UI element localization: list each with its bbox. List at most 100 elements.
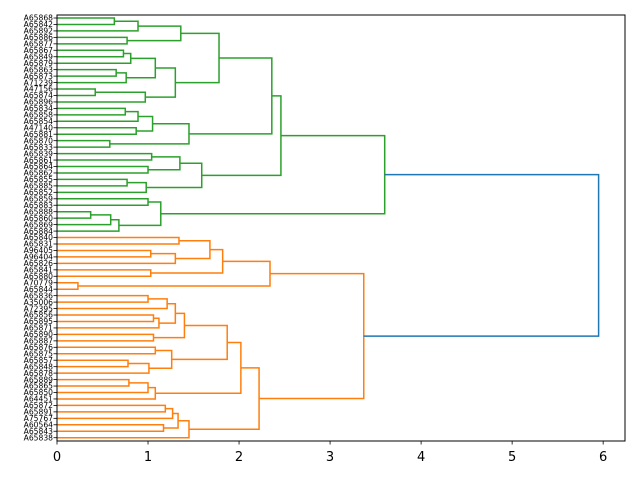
leaf-label: A65860 (24, 214, 54, 223)
dendrogram-link (153, 312, 186, 339)
dendrogram-link (127, 25, 182, 42)
dendrogram-link (57, 424, 165, 432)
dendrogram-link (363, 173, 600, 337)
dendrogram-link (57, 88, 96, 97)
leaf-label: A65850 (24, 388, 54, 397)
leaf-label: A65864 (24, 162, 54, 171)
leaf-label: A60564 (24, 420, 54, 429)
leaf-label: A65852 (24, 188, 54, 197)
dendrogram-link (57, 407, 174, 420)
leaf-label: A65848 (24, 362, 54, 371)
leaf-label: A65826 (24, 259, 54, 268)
leaf-label: A65865 (24, 382, 54, 391)
dendrogram-link (57, 72, 127, 84)
leaf-label: A71239 (24, 78, 54, 87)
x-tick-label: 0 (53, 450, 61, 465)
leaf-label: A65869 (24, 220, 54, 229)
leaf-label: A65896 (24, 98, 54, 107)
dendrogram-link (57, 152, 153, 161)
leaf-label: A47156 (24, 85, 54, 94)
leaf-label: A65885 (24, 182, 54, 191)
leaf-label: A75767 (24, 414, 54, 423)
leaf-label: A65880 (24, 272, 54, 281)
leaf-label: A65856 (24, 311, 54, 320)
dendrogram-link (188, 57, 273, 135)
dendrogram-link (148, 349, 173, 370)
leaf-label: A65859 (24, 194, 54, 203)
x-tick-label: 1 (144, 450, 152, 465)
dendrogram-link (57, 378, 130, 387)
leaf-label: A65839 (24, 149, 54, 158)
leaf-label: A65877 (24, 40, 54, 49)
leaf-label: A65883 (24, 201, 54, 210)
dendrogram-link (175, 240, 211, 260)
leaf-label: A35006 (24, 298, 54, 307)
dendrogram-link (201, 95, 282, 177)
dendrogram-link (57, 20, 139, 32)
leaf-label: A65876 (24, 343, 54, 352)
dendrogram-link (175, 32, 220, 84)
dendrogram-link (57, 420, 190, 439)
leaf-label: A65886 (24, 33, 54, 42)
leaf-label: A65889 (24, 375, 54, 384)
leaf-label: A65888 (24, 207, 54, 216)
dendrogram-link (57, 269, 152, 278)
leaf-label: A65887 (24, 337, 54, 346)
leaf-label: A65854 (24, 117, 54, 126)
leaf-label: A47140 (24, 123, 54, 132)
leaf-label: A65858 (24, 111, 54, 120)
leaf-label: A65849 (24, 52, 54, 61)
leaf-label: A65879 (24, 59, 54, 68)
dendrogram-link (57, 49, 125, 58)
leaf-label: A65843 (24, 427, 54, 436)
leaf-label: A65875 (24, 349, 54, 358)
x-axis-ticks: 0 1 2 3 4 5 6 (53, 441, 607, 465)
leaf-label: A65890 (24, 330, 54, 339)
leaf-label: A65855 (24, 175, 54, 184)
dendrogram-link (57, 386, 157, 400)
dendrogram-link (57, 294, 149, 303)
leaf-label: A65891 (24, 408, 54, 417)
x-tick-label: 3 (326, 450, 334, 465)
dendrogram-link (57, 382, 149, 394)
dendrogram-link (57, 36, 128, 45)
leaf-label: A65861 (24, 156, 54, 165)
leaf-label: A65870 (24, 136, 54, 145)
leaf-label: A65872 (24, 401, 54, 410)
leaf-label: A65842 (24, 20, 54, 29)
leaf-label: A65871 (24, 324, 54, 333)
dendrogram-link (109, 122, 190, 145)
leaf-label: A65867 (24, 46, 54, 55)
leaf-label: A65881 (24, 130, 54, 139)
leaf-label: A65892 (24, 27, 54, 36)
plot-frame (56, 14, 626, 442)
dendrogram-link (57, 139, 111, 148)
dendrogram-link (57, 165, 149, 174)
dendrogram-link (57, 52, 132, 64)
leaf-label: A65862 (24, 169, 54, 178)
dendrogram-link (57, 314, 155, 323)
dendrogram-link (57, 181, 147, 194)
dendrogram-link (57, 198, 149, 207)
dendrogram-link (57, 298, 168, 310)
dendrogram-link (57, 210, 92, 219)
leaf-label: A65878 (24, 369, 54, 378)
leaf-label: A65836 (24, 291, 54, 300)
dendrogram-link (57, 236, 180, 245)
dendrogram-link (57, 404, 167, 413)
dendrogram-link (57, 359, 129, 368)
x-tick-label: 2 (235, 450, 243, 465)
leaf-label: A65833 (24, 143, 54, 152)
x-tick-label: 6 (599, 450, 607, 465)
leaf-label: A65873 (24, 72, 54, 81)
leaf-label: A96405 (24, 246, 54, 255)
leaf-label: A65831 (24, 240, 54, 249)
leaf-labels: A65868A65842A65892A65886A65877A65867A658… (24, 14, 57, 442)
leaf-label: A65863 (24, 65, 54, 74)
leaf-label: A64451 (24, 395, 54, 404)
dendrogram-link (57, 214, 112, 226)
dendrogram-link (160, 134, 386, 215)
leaf-label: A65895 (24, 317, 54, 326)
dendrogram-link (118, 201, 162, 227)
